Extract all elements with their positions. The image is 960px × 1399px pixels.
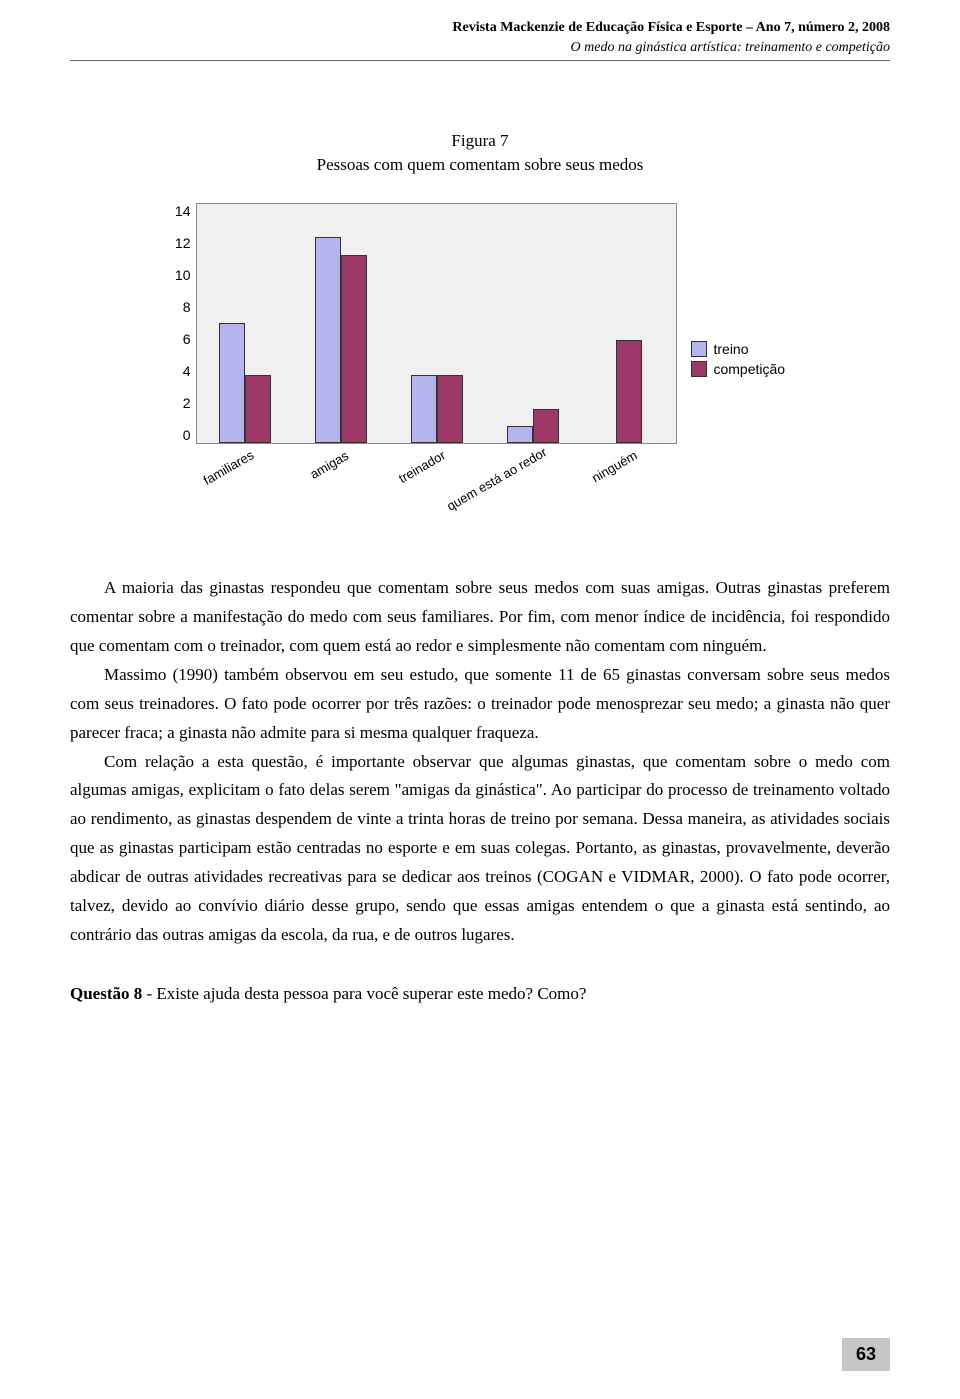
legend-item: competição xyxy=(691,361,785,377)
bar xyxy=(341,255,367,444)
paragraph: Com relação a esta questão, é importante… xyxy=(70,748,890,950)
bar xyxy=(616,340,642,443)
bar xyxy=(315,237,341,443)
x-tick-label: treinador xyxy=(396,448,448,487)
legend-swatch xyxy=(691,341,707,357)
figure-label: Figura 7 xyxy=(70,131,890,151)
page: Revista Mackenzie de Educação Física e E… xyxy=(0,0,960,1399)
running-header: Revista Mackenzie de Educação Física e E… xyxy=(70,0,890,61)
y-tick-label: 4 xyxy=(183,363,191,379)
y-tick-label: 0 xyxy=(183,427,191,443)
y-tick-label: 8 xyxy=(183,299,191,315)
bar-group xyxy=(197,203,293,443)
x-tick-label: ninguém xyxy=(590,448,641,486)
bar xyxy=(245,375,271,444)
bar xyxy=(219,323,245,443)
x-tick-label: familiares xyxy=(201,447,257,488)
paragraph: A maioria das ginastas respondeu que com… xyxy=(70,574,890,661)
y-tick-label: 6 xyxy=(183,331,191,347)
page-number: 63 xyxy=(842,1338,890,1371)
bar-group xyxy=(389,203,485,443)
x-label-cell: treinador xyxy=(388,450,484,514)
y-tick-label: 12 xyxy=(175,235,191,251)
legend: treino competição xyxy=(691,337,785,381)
article-subtitle: O medo na ginástica artística: treinamen… xyxy=(70,38,890,62)
x-label-cell: quem está ao redor xyxy=(484,450,580,514)
x-tick-label: amigas xyxy=(308,448,352,482)
figure-caption: Pessoas com quem comentam sobre seus med… xyxy=(70,155,890,175)
bar xyxy=(411,375,437,444)
bar-group xyxy=(293,203,389,443)
question-text: - Existe ajuda desta pessoa para você su… xyxy=(142,984,586,1003)
paragraph: Massimo (1990) também observou em seu es… xyxy=(70,661,890,748)
x-label-cell: familiares xyxy=(196,450,292,514)
journal-name: Revista Mackenzie de Educação Física e E… xyxy=(70,18,890,38)
x-label-cell: amigas xyxy=(292,450,388,514)
bar-chart: 14 12 10 8 6 4 2 0 familiares amigas treinador que… xyxy=(175,203,785,514)
plot-area xyxy=(196,203,677,444)
legend-item: treino xyxy=(691,341,785,357)
question-label: Questão 8 xyxy=(70,984,142,1003)
chart-container: 14 12 10 8 6 4 2 0 familiares amigas treinador que… xyxy=(120,203,840,514)
y-tick-label: 10 xyxy=(175,267,191,283)
y-tick-label: 2 xyxy=(183,395,191,411)
x-label-cell: ninguém xyxy=(580,450,676,514)
bar-group xyxy=(581,203,677,443)
legend-swatch xyxy=(691,361,707,377)
bars-row xyxy=(197,203,677,443)
question-line: Questão 8 - Existe ajuda desta pessoa pa… xyxy=(70,984,890,1004)
y-tick-label: 14 xyxy=(175,203,191,219)
bar-group xyxy=(485,203,581,443)
bar xyxy=(437,375,463,444)
bar xyxy=(507,426,533,443)
bar xyxy=(533,409,559,443)
x-axis-labels: familiares amigas treinador quem está ao re… xyxy=(196,450,676,514)
y-axis: 14 12 10 8 6 4 2 0 xyxy=(175,203,197,443)
body-text: A maioria das ginastas respondeu que com… xyxy=(70,574,890,950)
legend-label: competição xyxy=(713,361,785,377)
legend-label: treino xyxy=(713,341,748,357)
